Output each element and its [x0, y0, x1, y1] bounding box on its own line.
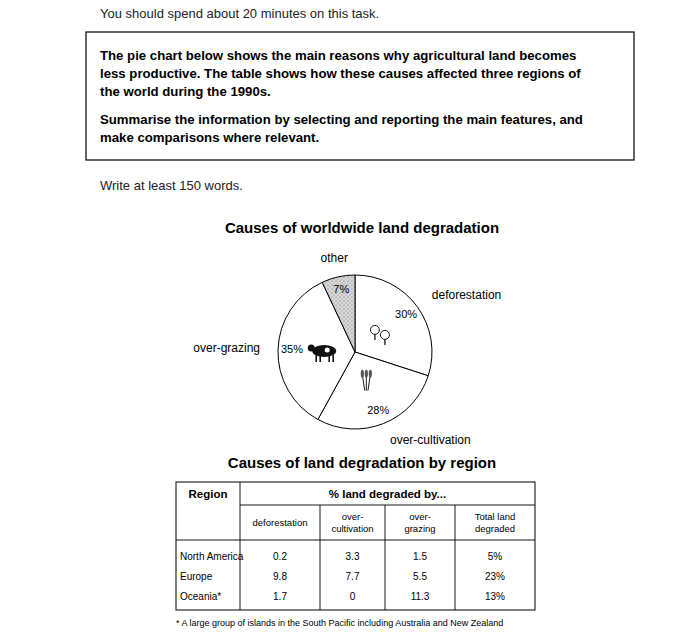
table-rule: [455, 505, 456, 610]
prompt-line: The pie chart below shows the main reaso…: [100, 48, 576, 63]
table-cell: 5%: [488, 551, 503, 562]
table-subheader: grazing: [404, 523, 435, 534]
table-subheader: over-: [409, 511, 431, 522]
prompt-line: make comparisons where relevant.: [100, 130, 319, 145]
slice-label: deforestation: [432, 288, 501, 302]
table-rule: [176, 540, 535, 541]
cow-head: [308, 345, 315, 352]
tree-crown: [380, 330, 389, 339]
word-count: Write at least 150 words.: [100, 178, 243, 193]
table-header: Region: [189, 488, 228, 500]
cow-leg: [319, 355, 321, 362]
table-cell: 3.3: [346, 551, 360, 562]
table-subheader: deforestation: [253, 517, 308, 528]
cow-leg: [328, 355, 330, 362]
data-label: 30%: [395, 308, 417, 320]
data-label: 7%: [333, 283, 349, 295]
data-label: 28%: [367, 404, 389, 416]
table-header: % land degraded by...: [329, 488, 446, 500]
table-cell: 1.7: [273, 591, 287, 602]
prompt-line: Summarise the information by selecting a…: [100, 112, 583, 127]
wheat-ear: [369, 370, 372, 378]
table-cell: 0: [350, 591, 356, 602]
footnote: * A large group of islands in the South …: [176, 618, 503, 628]
table-title: Causes of land degradation by region: [228, 454, 496, 471]
table-cell: 9.8: [273, 571, 287, 582]
slice-icon: [308, 345, 337, 363]
table-row-label: Europe: [180, 571, 213, 582]
table-cell: 13%: [485, 591, 505, 602]
chart-title: Causes of worldwide land degradation: [225, 219, 499, 236]
table-row-label: North America: [180, 551, 244, 562]
table: Region % land degraded by... deforestation…: [176, 482, 535, 610]
table-cell: 7.7: [346, 571, 360, 582]
prompt-line: less productive. The table shows how the…: [100, 66, 581, 81]
table-rule: [240, 505, 535, 506]
wheat-ear: [365, 370, 368, 378]
table-rule: [320, 505, 321, 610]
table-border: [176, 482, 535, 610]
table-rule: [240, 482, 241, 610]
instruction: You should spend about 20 minutes on thi…: [100, 6, 379, 21]
table-cell: 0.2: [273, 551, 287, 562]
table-cell: 5.5: [413, 571, 427, 582]
table-cell: 11.3: [411, 591, 430, 602]
slice-label: over-grazing: [193, 341, 260, 355]
icons: [308, 325, 390, 390]
slice-label: over-cultivation: [390, 433, 471, 447]
cow-spot: [325, 348, 330, 353]
prompt-line: the world during the 1990s.: [100, 84, 271, 99]
table-subheader: degraded: [475, 523, 515, 534]
table-subheader: over-: [342, 511, 364, 522]
slice-icon: [370, 325, 389, 345]
data-label: 35%: [281, 343, 303, 355]
pie: 30% 28% 35% 7% deforestation over-cultivation…: [193, 251, 501, 446]
table-cell: 1.5: [413, 551, 427, 562]
pie-slice: [322, 275, 355, 352]
table-cell: 23%: [485, 571, 505, 582]
table-subheader: Total land: [475, 511, 516, 522]
cow-leg: [332, 355, 334, 362]
page: You should spend about 20 minutes on thi…: [0, 0, 679, 632]
cow-leg: [315, 355, 317, 362]
slice-icon: [361, 370, 372, 391]
tree-crown: [370, 325, 379, 334]
prompt-box: [86, 32, 634, 160]
wheat-ear: [361, 370, 364, 378]
table-subheader: cultivation: [331, 523, 373, 534]
table-rule: [385, 505, 386, 610]
slice-label: other: [321, 251, 348, 265]
table-row-label: Oceania*: [180, 591, 221, 602]
